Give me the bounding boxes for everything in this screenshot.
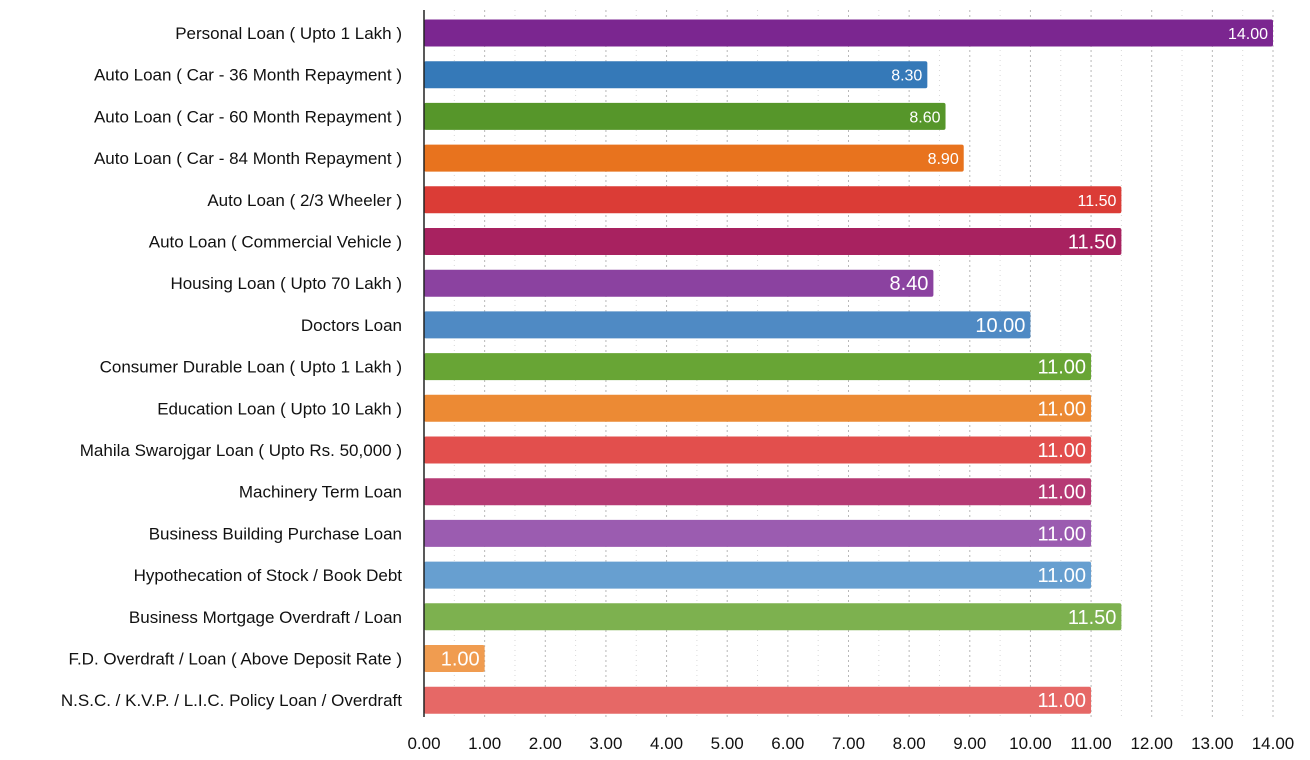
category-label: Personal Loan ( Upto 1 Lakh ) xyxy=(175,24,402,43)
category-label: Machinery Term Loan xyxy=(239,483,402,502)
data-label: 11.00 xyxy=(1037,482,1086,504)
category-label: Education Loan ( Upto 10 Lakh ) xyxy=(157,399,402,418)
category-label: Auto Loan ( Commercial Vehicle ) xyxy=(149,233,402,252)
category-label: Auto Loan ( Car - 84 Month Repayment ) xyxy=(94,149,402,168)
category-label: Doctors Loan xyxy=(301,316,402,335)
bar xyxy=(424,561,1092,589)
data-label: 11.00 xyxy=(1037,523,1086,545)
x-tick-label: 10.00 xyxy=(1009,734,1052,753)
category-label: Business Mortgage Overdraft / Loan xyxy=(129,608,402,627)
category-label: F.D. Overdraft / Loan ( Above Deposit Ra… xyxy=(68,650,402,669)
bar xyxy=(424,186,1122,214)
data-label: 11.00 xyxy=(1037,398,1086,420)
category-label: Auto Loan ( Car - 60 Month Repayment ) xyxy=(94,107,402,126)
x-tick-label: 9.00 xyxy=(953,734,986,753)
bar xyxy=(424,228,1122,255)
category-label: Auto Loan ( Car - 36 Month Repayment ) xyxy=(94,66,402,85)
data-label: 10.00 xyxy=(975,315,1025,337)
bar xyxy=(424,102,946,130)
x-tick-label: 13.00 xyxy=(1191,734,1234,753)
bar xyxy=(424,645,485,672)
x-tick-label: 14.00 xyxy=(1252,734,1295,753)
bar xyxy=(424,478,1092,506)
data-label: 11.50 xyxy=(1068,232,1117,254)
axes: 0.00 1.00 2.00 3.00 4.00 5.00 6.00 7.00 8.00 9.00… xyxy=(407,10,1294,753)
x-tick-label: 0.00 xyxy=(407,734,440,753)
category-label: N.S.C. / K.V.P. / L.I.C. Policy Loan / O… xyxy=(61,691,402,710)
x-tick-label: 8.00 xyxy=(893,734,926,753)
x-tick-label: 6.00 xyxy=(771,734,804,753)
data-label: 8.40 xyxy=(889,273,928,295)
x-tick-label: 2.00 xyxy=(529,734,562,753)
labels: Personal Loan ( Upto 1 Lakh ) 14.00 Auto L… xyxy=(61,24,1268,712)
category-label: Business Building Purchase Loan xyxy=(149,524,402,543)
data-label: 11.00 xyxy=(1037,357,1086,379)
x-tick-label: 12.00 xyxy=(1130,734,1173,753)
bar xyxy=(424,436,1092,464)
x-tick-label: 4.00 xyxy=(650,734,683,753)
bar xyxy=(424,519,1092,547)
category-label: Mahila Swarojgar Loan ( Upto Rs. 50,000 … xyxy=(80,441,402,460)
bar xyxy=(424,61,928,89)
bar xyxy=(424,144,964,172)
data-label: 11.50 xyxy=(1068,607,1117,629)
bar xyxy=(424,269,934,297)
x-tick-label: 7.00 xyxy=(832,734,865,753)
data-label: 8.30 xyxy=(891,68,922,85)
data-label: 11.00 xyxy=(1037,690,1086,712)
x-tick-label: 5.00 xyxy=(711,734,744,753)
bar xyxy=(424,353,1092,381)
bar xyxy=(424,394,1092,422)
bars xyxy=(424,19,1273,714)
data-label: 11.00 xyxy=(1037,565,1086,587)
category-label: Auto Loan ( 2/3 Wheeler ) xyxy=(207,191,402,210)
data-label: 8.90 xyxy=(928,151,959,168)
category-label: Hypothecation of Stock / Book Debt xyxy=(134,566,403,585)
data-label: 1.00 xyxy=(441,649,480,671)
bar xyxy=(424,311,1031,339)
data-label: 14.00 xyxy=(1228,26,1268,43)
bar xyxy=(424,603,1122,631)
data-label: 8.60 xyxy=(909,109,940,126)
x-tick-label: 1.00 xyxy=(468,734,501,753)
data-label: 11.00 xyxy=(1037,440,1086,462)
bar xyxy=(424,19,1273,47)
x-tick-label: 11.00 xyxy=(1070,734,1111,753)
bar xyxy=(424,686,1092,714)
category-label: Consumer Durable Loan ( Upto 1 Lakh ) xyxy=(100,358,402,377)
category-label: Housing Loan ( Upto 70 Lakh ) xyxy=(170,274,402,293)
data-label: 11.50 xyxy=(1078,193,1117,210)
x-tick-label: 3.00 xyxy=(589,734,622,753)
